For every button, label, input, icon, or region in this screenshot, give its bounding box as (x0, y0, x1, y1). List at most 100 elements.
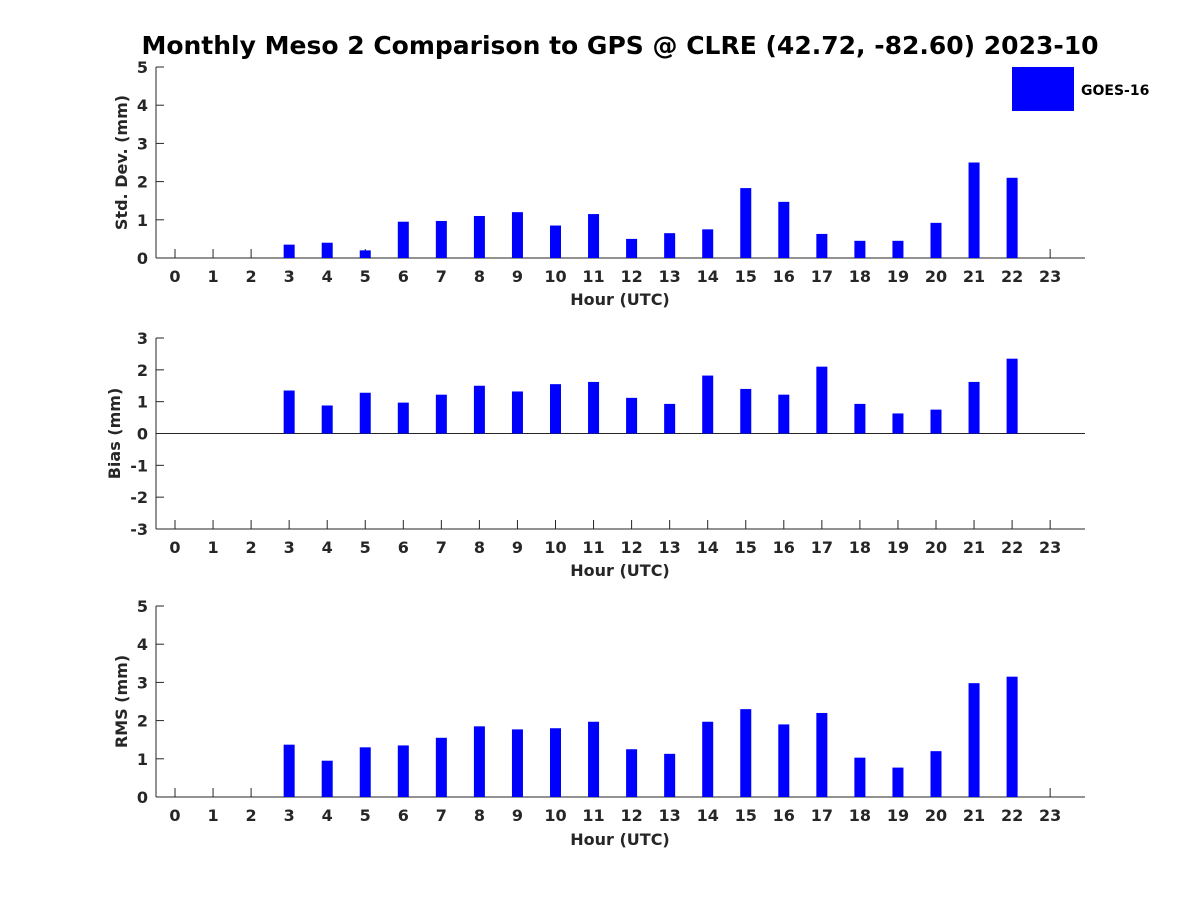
x-tick-label: 0 (169, 267, 180, 286)
bar (283, 744, 295, 797)
bar (778, 201, 790, 258)
x-tick-label: 17 (811, 267, 833, 286)
bar (550, 225, 561, 258)
bar (511, 391, 523, 434)
bar (359, 392, 371, 434)
y-tick-label: -2 (130, 488, 148, 507)
bar (892, 413, 904, 434)
x-tick-label: 4 (322, 267, 333, 286)
x-tick-label: 0 (169, 806, 180, 825)
x-tick-label: 0 (169, 538, 180, 557)
y-tick-label: 3 (137, 134, 148, 153)
x-tick-label: 1 (207, 806, 218, 825)
legend-swatch (1012, 67, 1074, 111)
x-axis-label: Hour (UTC) (570, 290, 670, 309)
x-tick-label: 2 (246, 806, 257, 825)
bar (816, 366, 828, 434)
y-axis-label: Std. Dev. (mm) (112, 95, 131, 230)
x-tick-label: 4 (322, 538, 333, 557)
y-tick-label: 3 (137, 329, 148, 348)
bar (397, 221, 409, 258)
legend-label: GOES-16 (1081, 83, 1149, 99)
x-tick-label: 13 (659, 267, 681, 286)
bar (778, 724, 790, 797)
x-tick-label: 14 (697, 538, 719, 557)
x-tick-label: 21 (963, 538, 985, 557)
x-tick-label: 21 (963, 806, 985, 825)
x-tick-label: 12 (620, 538, 642, 557)
bar (359, 747, 371, 797)
bar (397, 745, 409, 797)
bar (968, 683, 980, 797)
bar (892, 240, 904, 258)
bar (626, 238, 638, 258)
x-tick-label: 13 (659, 806, 681, 825)
x-tick-label: 1 (207, 538, 218, 557)
y-axis-label: Bias (mm) (105, 388, 124, 480)
x-tick-label: 2 (246, 538, 257, 557)
y-tick-label: 2 (137, 173, 148, 192)
y-tick-label: 0 (137, 788, 148, 807)
x-tick-label: 18 (849, 806, 871, 825)
x-tick-label: 16 (773, 806, 795, 825)
x-tick-label: 3 (284, 806, 295, 825)
x-tick-label: 8 (474, 806, 485, 825)
x-tick-label: 10 (544, 806, 566, 825)
bar (550, 384, 561, 434)
x-tick-label: 10 (544, 267, 566, 286)
x-tick-label: 15 (735, 267, 757, 286)
x-tick-label: 3 (284, 538, 295, 557)
x-tick-label: 22 (1001, 806, 1023, 825)
y-tick-label: 2 (137, 361, 148, 380)
x-tick-label: 16 (773, 538, 795, 557)
y-tick-label: 5 (137, 58, 148, 77)
x-tick-label: 8 (474, 538, 485, 557)
bar (664, 753, 676, 797)
bar (968, 162, 980, 258)
y-tick-label: 4 (137, 635, 148, 654)
bar (283, 390, 295, 434)
x-tick-label: 20 (925, 267, 947, 286)
bar (854, 240, 866, 258)
y-tick-label: 3 (137, 673, 148, 692)
x-tick-label: 23 (1039, 267, 1061, 286)
bar (740, 188, 752, 258)
figure-title: Monthly Meso 2 Comparison to GPS @ CLRE … (141, 31, 1098, 60)
x-tick-label: 10 (544, 538, 566, 557)
bar (511, 212, 523, 258)
y-tick-label: 1 (137, 750, 148, 769)
bar (740, 388, 752, 434)
x-tick-label: 19 (887, 267, 909, 286)
x-tick-label: 13 (659, 538, 681, 557)
x-tick-label: 9 (512, 538, 523, 557)
bar (854, 757, 866, 797)
bar (321, 760, 333, 797)
y-tick-label: 1 (137, 211, 148, 230)
bar (473, 385, 485, 434)
x-tick-label: 15 (735, 806, 757, 825)
x-tick-label: 23 (1039, 538, 1061, 557)
bar (892, 767, 904, 797)
x-tick-label: 7 (436, 538, 447, 557)
x-tick-label: 9 (512, 806, 523, 825)
x-tick-label: 5 (360, 538, 371, 557)
x-tick-label: 18 (849, 538, 871, 557)
bar (397, 402, 409, 434)
x-tick-label: 18 (849, 267, 871, 286)
x-tick-label: 15 (735, 538, 757, 557)
bar (283, 244, 295, 258)
x-axis-label: Hour (UTC) (570, 561, 670, 580)
bar (1006, 177, 1018, 258)
x-axis-label: Hour (UTC) (570, 830, 670, 849)
x-tick-label: 17 (811, 538, 833, 557)
x-tick-label: 7 (436, 806, 447, 825)
x-tick-label: 14 (697, 267, 719, 286)
x-tick-label: 9 (512, 267, 523, 286)
x-tick-label: 12 (620, 806, 642, 825)
bar (816, 712, 828, 797)
x-tick-label: 19 (887, 806, 909, 825)
